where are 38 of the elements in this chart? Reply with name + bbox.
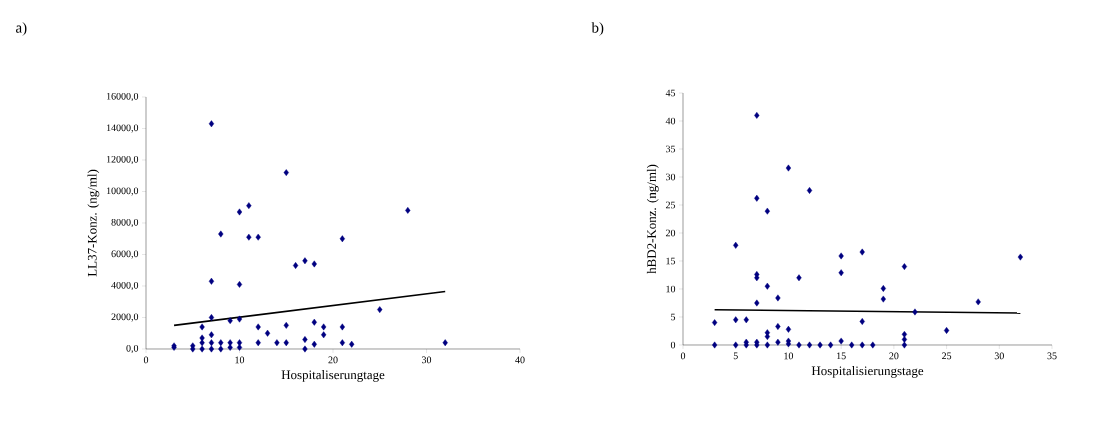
y-axis-title: LL37-Konz. (ng/ml) <box>87 169 100 277</box>
x-tick-label: 20 <box>889 352 899 360</box>
y-tick-label: 16000,0 <box>106 92 139 102</box>
x-tick-label: 20 <box>328 356 338 364</box>
y-tick-label: 15 <box>666 257 676 265</box>
y-tick-label: 0,0 <box>126 344 139 354</box>
y-tick-label: 35 <box>666 145 676 153</box>
y-tick-label: 45 <box>665 89 676 97</box>
x-axis-title: Hospitalisierungstage <box>811 366 924 378</box>
y-tick-label: 10 <box>666 285 676 293</box>
y-tick-label: 20 <box>665 229 676 237</box>
y-axis-title: hBD2-Konz. (ng/ml) <box>646 164 659 274</box>
x-tick-label: 0 <box>680 352 686 360</box>
y-tick-label: 25 <box>665 201 676 209</box>
y-tick-label: 6000,0 <box>111 250 139 259</box>
y-tick-label: 0 <box>670 341 676 349</box>
x-tick-label: 35 <box>1047 352 1057 360</box>
x-tick-label: 40 <box>515 356 525 364</box>
x-tick-label: 10 <box>784 352 794 360</box>
x-tick-label: 15 <box>837 352 846 360</box>
x-tick-label: 30 <box>422 356 432 364</box>
text: a) <box>16 22 27 36</box>
x-tick-label: 25 <box>942 352 952 360</box>
x-tick-label: 30 <box>994 352 1004 360</box>
chart-title: b) <box>591 22 604 36</box>
x-axis-title: Hospitaliserungtage <box>281 370 385 382</box>
y-tick-label: 40 <box>665 117 676 125</box>
x-tick-label: 10 <box>235 356 245 364</box>
y-tick-label: 14000,0 <box>106 124 139 133</box>
y-tick-label: 12000,0 <box>106 155 139 165</box>
x-tick-label: 0 <box>143 356 149 364</box>
y-tick-label: 10000,0 <box>106 187 139 196</box>
x-tick-label: 5 <box>733 352 738 360</box>
y-tick-label: 4000,0 <box>111 281 139 291</box>
y-tick-label: 30 <box>666 173 676 181</box>
y-tick-label: 5 <box>671 313 676 321</box>
y-tick-label: 2000,0 <box>111 313 139 322</box>
y-tick-label: 8000,0 <box>111 218 139 228</box>
